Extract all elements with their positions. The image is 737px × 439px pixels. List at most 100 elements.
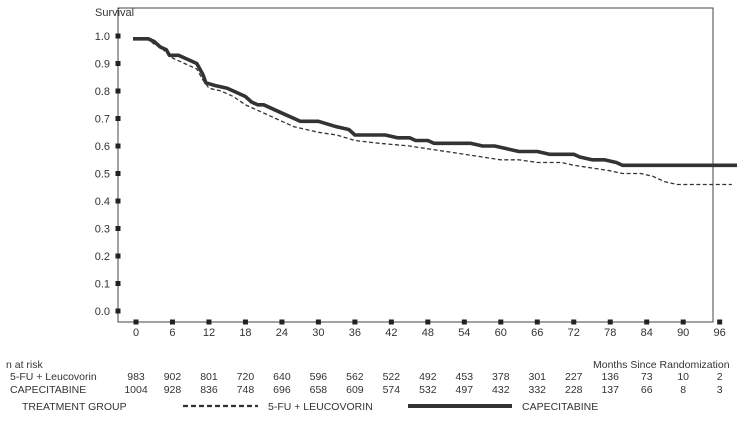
y-axis-label: Survival [95, 7, 134, 19]
at-risk-value: 432 [492, 384, 510, 396]
y-tick-label: 0.1 [95, 279, 110, 291]
x-tick-mark [133, 319, 139, 325]
x-axis-label: Months Since Randomization [593, 359, 730, 371]
at-risk-value: 658 [310, 384, 328, 396]
y-tick-label: 0.8 [95, 86, 110, 98]
x-tick-label: 60 [495, 327, 507, 339]
y-ticks: 0.0 0.1 0.2 0.3 0.4 0.5 0.6 0.7 0.8 0.9 1.0 [95, 31, 121, 318]
legend-label-cape: CAPECITABINE [522, 401, 598, 413]
y-tick-mark [115, 226, 121, 231]
x-tick-label: 48 [422, 327, 434, 339]
at-risk-value: 562 [346, 371, 364, 383]
y-tick-label: 0.2 [95, 251, 110, 263]
x-tick-mark [169, 319, 175, 325]
y-tick-mark [115, 33, 121, 39]
at-risk-value: 574 [383, 384, 401, 396]
y-tick-mark [115, 88, 121, 94]
x-tick-label: 0 [133, 327, 139, 339]
at-risk-value: 453 [456, 371, 474, 383]
at-risk-value: 720 [237, 371, 255, 383]
axes: Survival 0.0 0.1 0.2 0.3 0.4 0.5 0.6 0.7 0.8 0.9 1… [95, 7, 726, 339]
at-risk-value: 136 [601, 371, 619, 383]
x-tick-mark [644, 319, 650, 325]
x-tick-mark [461, 319, 467, 325]
at-risk-value: 492 [419, 371, 437, 383]
y-tick-label: 0.4 [95, 196, 110, 208]
y-tick-mark [115, 171, 121, 176]
x-tick-label: 12 [203, 327, 215, 339]
at-risk-value: 801 [200, 371, 218, 383]
x-tick-mark [352, 319, 358, 325]
at-risk-value: 2 [717, 371, 723, 383]
x-tick-mark [279, 319, 285, 325]
at-risk-table: n at risk Months Since Randomization 5-F… [6, 359, 730, 396]
x-tick-label: 84 [641, 327, 653, 339]
at-risk-value: 3 [717, 384, 723, 396]
y-tick-mark [115, 116, 121, 121]
y-tick-label: 0.7 [95, 114, 110, 126]
legend: TREATMENT GROUP 5-FU + LEUCOVORIN CAPECI… [22, 401, 598, 413]
x-tick-mark [534, 319, 540, 325]
legend-title: TREATMENT GROUP [22, 401, 127, 413]
x-tick-mark [680, 319, 686, 325]
x-tick-mark [425, 319, 431, 325]
y-tick-label: 0.5 [95, 169, 110, 181]
x-tick-mark [717, 319, 723, 325]
at-risk-value: 227 [565, 371, 583, 383]
at-risk-value: 497 [456, 384, 474, 396]
at-risk-value: 522 [383, 371, 401, 383]
x-tick-label: 42 [385, 327, 397, 339]
at-risk-title: n at risk [6, 359, 44, 371]
at-risk-value: 378 [492, 371, 510, 383]
x-tick-mark [315, 319, 321, 325]
at-risk-value: 301 [529, 371, 547, 383]
at-risk-value: 696 [273, 384, 291, 396]
x-tick-mark [388, 319, 394, 325]
y-tick-mark [115, 143, 121, 149]
at-risk-value: 228 [565, 384, 583, 396]
at-risk-value: 532 [419, 384, 437, 396]
at-risk-value: 902 [164, 371, 182, 383]
y-tick-mark [115, 198, 121, 204]
x-tick-mark [607, 319, 613, 325]
x-tick-mark [498, 319, 504, 325]
x-tick-label: 66 [531, 327, 543, 339]
x-tick-label: 30 [312, 327, 324, 339]
at-risk-value: 609 [346, 384, 364, 396]
at-risk-value: 10 [677, 371, 689, 383]
at-risk-row-label-cape: CAPECITABINE [10, 384, 86, 396]
y-tick-label: 0.9 [95, 59, 110, 71]
y-tick-label: 0.3 [95, 224, 110, 236]
series-line-fu-leucovorin [133, 38, 732, 186]
at-risk-value: 8 [680, 384, 686, 396]
at-risk-value: 137 [601, 384, 619, 396]
y-tick-label: 0.6 [95, 141, 110, 153]
y-tick-label: 1.0 [95, 31, 110, 43]
x-tick-mark [206, 319, 212, 325]
x-tick-label: 90 [677, 327, 689, 339]
at-risk-value: 1004 [124, 384, 148, 396]
y-tick-mark [115, 253, 121, 259]
y-tick-mark [115, 308, 121, 314]
x-tick-label: 96 [714, 327, 726, 339]
x-tick-mark [571, 319, 577, 325]
at-risk-value: 928 [164, 384, 182, 396]
at-risk-value: 66 [641, 384, 653, 396]
at-risk-value: 748 [237, 384, 255, 396]
x-tick-label: 78 [604, 327, 616, 339]
at-risk-value: 836 [200, 384, 218, 396]
legend-label-fu: 5-FU + LEUCOVORIN [268, 401, 373, 413]
y-tick-label: 0.0 [95, 306, 110, 318]
x-tick-label: 6 [169, 327, 175, 339]
x-tick-label: 24 [276, 327, 288, 339]
x-tick-label: 54 [458, 327, 470, 339]
y-tick-mark [115, 281, 121, 286]
series-lines [133, 36, 737, 186]
at-risk-value: 640 [273, 371, 291, 383]
at-risk-value: 596 [310, 371, 328, 383]
at-risk-value: 73 [641, 371, 653, 383]
series-line-capecitabine [133, 36, 737, 168]
y-tick-mark [115, 61, 121, 66]
at-risk-row-label-fu: 5-FU + Leucovorin [10, 371, 97, 383]
